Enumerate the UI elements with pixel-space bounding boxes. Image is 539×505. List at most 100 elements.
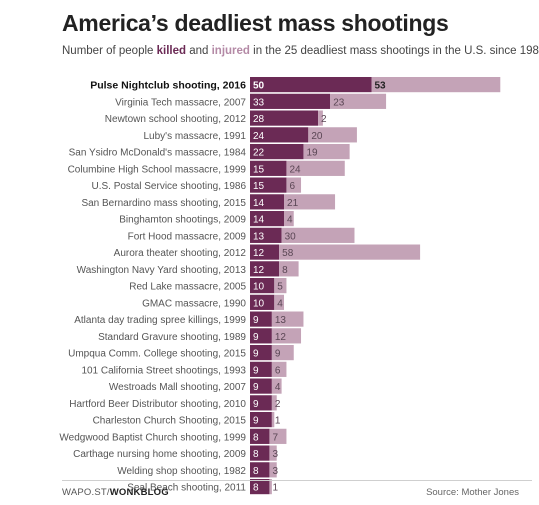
injured-value-label: 3 xyxy=(272,466,278,477)
category-label: San Bernardino mass shooting, 2015 xyxy=(81,198,246,209)
killed-value-label: 15 xyxy=(253,181,265,192)
killed-bar xyxy=(250,479,270,495)
killed-value-label: 14 xyxy=(253,215,265,226)
injured-bar xyxy=(286,160,345,176)
killed-value-label: 28 xyxy=(253,114,265,125)
killed-bar xyxy=(250,144,304,160)
subtitle-killed: killed xyxy=(156,45,187,57)
category-label: Hartford Beer Distributor shooting, 2010 xyxy=(69,399,246,410)
killed-value-label: 8 xyxy=(253,449,259,460)
injured-bar xyxy=(269,462,277,478)
killed-value-label: 9 xyxy=(253,399,259,410)
category-label: 101 California Street shootings, 1993 xyxy=(81,365,246,376)
subtitle-tail: in the 25 deadliest mass shootings in th… xyxy=(249,45,539,57)
injured-value-label: 8 xyxy=(282,265,288,276)
killed-bar xyxy=(250,127,309,143)
category-label: Red Lake massacre, 2005 xyxy=(129,282,246,293)
category-label: Westroads Mall shooting, 2007 xyxy=(109,382,247,393)
injured-bar xyxy=(274,294,285,310)
category-label: Aurora theater shooting, 2012 xyxy=(114,248,247,259)
killed-bar xyxy=(250,278,275,294)
killed-value-label: 12 xyxy=(253,248,265,259)
injured-value-label: 19 xyxy=(306,148,318,159)
killed-value-label: 9 xyxy=(253,349,259,360)
injured-bar xyxy=(271,328,302,344)
category-label: Umpqua Comm. College shooting, 2015 xyxy=(68,349,246,360)
injured-value-label: 9 xyxy=(275,349,281,360)
killed-value-label: 13 xyxy=(253,231,265,242)
killed-value-label: 50 xyxy=(253,81,265,92)
killed-value-label: 9 xyxy=(253,382,259,393)
killed-value-label: 9 xyxy=(253,416,259,427)
injured-bar xyxy=(281,227,355,243)
injured-value-label: 24 xyxy=(289,164,301,175)
category-label: San Ysidro McDonald's massacre, 1984 xyxy=(69,148,247,159)
injured-bar xyxy=(269,479,272,495)
injured-bar xyxy=(274,278,287,294)
category-label: Wedgwood Baptist Church shooting, 1999 xyxy=(59,432,246,443)
injured-bar xyxy=(279,244,421,260)
killed-bar xyxy=(250,412,272,428)
injured-value-label: 5 xyxy=(277,282,283,293)
killed-bar xyxy=(250,177,287,193)
category-label: Binghamton shootings, 2009 xyxy=(119,215,246,226)
killed-bar xyxy=(250,345,272,361)
subtitle-injured: injured xyxy=(211,45,250,57)
killed-bar xyxy=(250,428,270,444)
injured-bar xyxy=(269,428,287,444)
injured-value-label: 20 xyxy=(311,131,323,142)
injured-value-label: 30 xyxy=(285,231,297,242)
injured-bar xyxy=(303,144,350,160)
brand-name: WONKBLOG xyxy=(109,487,169,498)
killed-bar xyxy=(250,227,282,243)
injured-bar xyxy=(271,378,282,394)
killed-value-label: 24 xyxy=(253,131,265,142)
injured-value-label: 12 xyxy=(275,332,287,343)
killed-bar xyxy=(250,244,280,260)
injured-value-label: 1 xyxy=(272,483,278,494)
category-label: Carthage nursing home shooting, 2009 xyxy=(73,449,246,460)
injured-bar xyxy=(308,127,357,143)
killed-bar xyxy=(250,361,272,377)
injured-value-label: 7 xyxy=(272,432,278,443)
footer-divider xyxy=(62,480,532,481)
injured-bar xyxy=(286,177,302,193)
killed-bar xyxy=(250,211,285,227)
injured-value-label: 21 xyxy=(287,198,299,209)
killed-value-label: 14 xyxy=(253,198,265,209)
chart-title: America’s deadliest mass shootings xyxy=(62,10,449,36)
killed-value-label: 9 xyxy=(253,365,259,376)
brand-prefix: WAPO.ST/ xyxy=(62,487,110,498)
injured-value-label: 13 xyxy=(275,315,287,326)
injured-bar xyxy=(279,261,299,277)
killed-bar xyxy=(250,294,275,310)
chart-subtitle: Number of people killed and injured in t… xyxy=(62,45,539,57)
category-label: GMAC massacre, 1990 xyxy=(142,298,246,309)
injured-value-label: 58 xyxy=(282,248,294,259)
killed-bar xyxy=(250,378,272,394)
killed-bar xyxy=(250,328,272,344)
category-label: Welding shop shooting, 1982 xyxy=(117,466,246,477)
category-label: Pulse Nightclub shooting, 2016 xyxy=(90,80,246,92)
killed-bar xyxy=(250,77,372,93)
killed-bar xyxy=(250,160,287,176)
injured-value-label: 53 xyxy=(375,81,387,92)
killed-value-label: 33 xyxy=(253,97,265,108)
killed-value-label: 8 xyxy=(253,432,259,443)
injured-value-label: 4 xyxy=(275,382,281,393)
killed-bar xyxy=(250,110,319,126)
injured-bar xyxy=(271,311,304,327)
killed-value-label: 8 xyxy=(253,483,259,494)
killed-value-label: 12 xyxy=(253,265,265,276)
killed-value-label: 15 xyxy=(253,164,265,175)
category-label: Seal Beach shooting, 2011 xyxy=(127,483,246,494)
killed-bar xyxy=(250,311,272,327)
killed-bar xyxy=(250,462,270,478)
injured-bar xyxy=(271,345,294,361)
injured-bar xyxy=(318,110,323,126)
killed-value-label: 10 xyxy=(253,298,265,309)
footer-source: Source: Mother Jones xyxy=(426,487,519,498)
injured-value-label: 6 xyxy=(289,181,295,192)
injured-bar xyxy=(271,361,287,377)
killed-bar xyxy=(250,445,270,461)
